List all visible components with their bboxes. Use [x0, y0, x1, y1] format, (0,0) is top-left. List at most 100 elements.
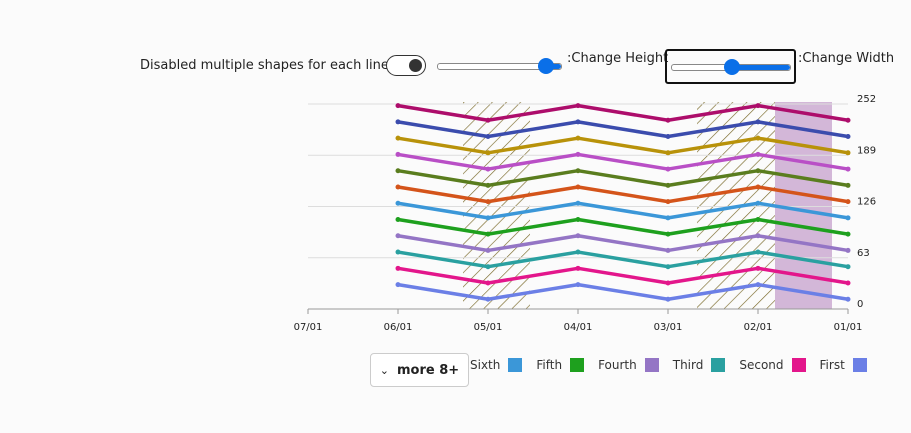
height-label: :Change Height: [567, 51, 669, 66]
series-line: [397, 217, 849, 236]
series-line: [397, 168, 849, 188]
toggle[interactable]: [386, 55, 426, 76]
series-point: [395, 249, 401, 255]
series-point: [485, 166, 491, 172]
legend-swatch: [791, 358, 806, 372]
series-point: [845, 231, 851, 237]
series-point: [845, 280, 851, 286]
series-point: [575, 103, 581, 109]
series-point: [575, 168, 581, 174]
toggle-label: Disabled multiple shapes for each line: [140, 58, 389, 73]
series-point: [395, 151, 401, 157]
series-point: [845, 134, 851, 140]
legend-label: Sixth: [470, 358, 501, 372]
width-slider[interactable]: [671, 59, 791, 75]
width-label: :Change Width: [798, 51, 895, 66]
legend-swatch: [711, 358, 726, 372]
series-point: [755, 200, 761, 206]
series-line: [397, 136, 849, 155]
legend-label: Second: [739, 358, 784, 372]
y-tick-label: 0: [857, 299, 863, 310]
series-line: [397, 152, 849, 171]
series-point: [845, 182, 851, 188]
series-point: [575, 200, 581, 206]
legend-label: Fourth: [598, 358, 637, 372]
series-point: [755, 119, 761, 125]
x-tick-label: 01/01: [834, 322, 863, 333]
series-point: [845, 150, 851, 156]
legend-item[interactable]: Second: [739, 358, 806, 372]
series-point: [665, 166, 671, 172]
legend-swatch: [644, 358, 659, 372]
series-point: [755, 103, 761, 109]
x-tick-label: 02/01: [744, 322, 773, 333]
series-point: [755, 184, 761, 190]
series-point: [665, 117, 671, 123]
series-point: [665, 215, 671, 221]
series-point: [395, 200, 401, 206]
x-tick-label: 07/01: [294, 322, 323, 333]
legend-label: Fifth: [536, 358, 563, 372]
series-point: [485, 182, 491, 188]
series-point: [395, 135, 401, 141]
width-slider-box: [665, 49, 796, 84]
legend-item[interactable]: First: [820, 358, 867, 372]
series-point: [845, 264, 851, 270]
series-point: [665, 280, 671, 286]
series-point: [395, 168, 401, 174]
series-point: [395, 265, 401, 271]
series-point: [665, 264, 671, 270]
legend-swatch: [508, 358, 523, 372]
series-point: [395, 217, 401, 223]
series-line: [397, 266, 849, 285]
height-slider[interactable]: [437, 58, 562, 74]
series-point: [665, 231, 671, 237]
series-point: [575, 217, 581, 223]
series-line: [397, 103, 849, 123]
series-point: [755, 233, 761, 239]
series-point: [575, 184, 581, 190]
legend-swatch: [570, 358, 585, 372]
series-point: [755, 168, 761, 174]
series-point: [665, 182, 671, 188]
slider-thumb: [538, 58, 554, 74]
series-point: [485, 280, 491, 286]
y-tick-label: 252: [857, 94, 876, 105]
x-tick-label: 06/01: [384, 322, 413, 333]
series-point: [485, 199, 491, 205]
series-point: [755, 249, 761, 255]
series-point: [665, 150, 671, 156]
series-point: [575, 135, 581, 141]
legend-item[interactable]: Fifth: [536, 358, 585, 372]
x-tick-label: 04/01: [564, 322, 593, 333]
series-line: [397, 250, 849, 269]
series-point: [755, 282, 761, 288]
slider-thumb: [724, 59, 740, 75]
more-button[interactable]: ⌄ more 8+: [370, 353, 469, 387]
x-tick-label: 03/01: [654, 322, 683, 333]
series-point: [845, 215, 851, 221]
series-point: [485, 215, 491, 221]
y-tick-label: 126: [857, 197, 876, 208]
series-point: [485, 296, 491, 302]
legend-label: Third: [672, 358, 704, 372]
legend-item[interactable]: Third: [673, 358, 726, 372]
series-point: [395, 103, 401, 109]
series-point: [395, 184, 401, 190]
series-point: [485, 247, 491, 253]
series-point: [575, 249, 581, 255]
series-point: [485, 117, 491, 123]
series-point: [575, 282, 581, 288]
series-point: [845, 247, 851, 253]
chevron: ⌄: [379, 363, 390, 377]
x-tick-label: 05/01: [474, 322, 503, 333]
legend-item[interactable]: Fourth: [598, 358, 659, 372]
series-point: [845, 166, 851, 172]
series-line: [397, 234, 849, 253]
series-point: [485, 264, 491, 270]
legend-item[interactable]: Sixth: [470, 358, 523, 372]
series-point: [665, 247, 671, 253]
series-line: [397, 185, 849, 204]
series-point: [395, 282, 401, 288]
